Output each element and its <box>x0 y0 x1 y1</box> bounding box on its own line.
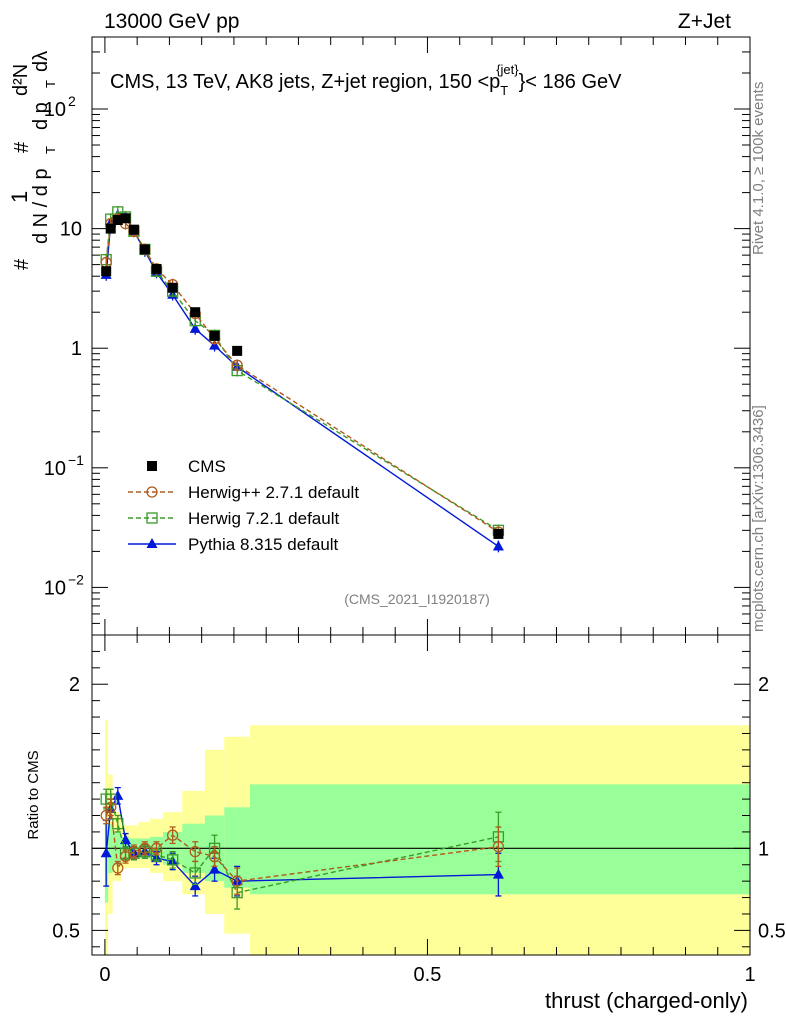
main-point <box>231 359 243 371</box>
main-point <box>189 322 201 333</box>
ratio-y-tick-label-right: 2 <box>758 674 769 696</box>
x-axis-label: thrust (charged-only) <box>545 988 748 1013</box>
mcplots-credit-label: mcplots.cern.ch [arXiv:1306.3436] <box>750 405 767 632</box>
ratio-y-tick-label-right: 0.5 <box>758 920 786 942</box>
main-point <box>139 244 150 255</box>
ratio-point <box>492 868 504 879</box>
ratio-x-tick-label: 0 <box>99 964 110 986</box>
ratio-y-axis-label: Ratio to CMS <box>25 750 42 839</box>
main-y-tick-label: 10 <box>60 219 82 241</box>
ratio-y-tick-label: 1 <box>69 838 80 860</box>
ylabel-hash-1: # <box>11 258 33 270</box>
main-point <box>128 224 139 235</box>
ratio-point <box>119 850 132 863</box>
main-y-tick-label: 10 <box>44 577 66 599</box>
ratio-y-tick-label: 0.5 <box>52 920 80 942</box>
ratio-point <box>209 863 221 874</box>
main-y-tick-exponent: 2 <box>68 93 76 109</box>
main-series-0 <box>101 213 504 539</box>
ratio-point <box>166 829 179 841</box>
rivet-version-label: Rivet 4.1.0, ≥ 100k events <box>750 82 767 255</box>
legend-label: Herwig 7.2.1 default <box>188 509 339 528</box>
ylabel-dn-dpt: d N / d p <box>30 168 52 244</box>
main-point <box>232 345 243 356</box>
ratio-series-line <box>105 805 499 882</box>
ratio-point <box>139 842 151 854</box>
main-point <box>493 528 504 539</box>
ratio-x-tick-label: 1 <box>744 964 755 986</box>
ratio-frame <box>91 634 751 956</box>
legend-marker <box>146 538 158 548</box>
main-point <box>101 266 112 277</box>
ratio-y-tick-label-right: 1 <box>758 838 769 860</box>
analysis-id-watermark: (CMS_2021_I1920187) <box>344 591 490 607</box>
legend-label: Pythia 8.315 default <box>188 535 339 554</box>
main-point <box>190 307 201 318</box>
ylabel-dpt: d p <box>30 102 52 130</box>
ylabel-one: 1 <box>7 191 32 203</box>
main-point <box>492 540 504 551</box>
ratio-series-line <box>106 798 499 894</box>
title-pt-subscript: T <box>500 83 508 98</box>
ratio-point <box>492 841 505 853</box>
main-point <box>209 339 221 350</box>
main-y-tick-label: 10 <box>44 458 66 480</box>
ratio-point <box>189 867 201 879</box>
main-y-tick-label: 10 <box>44 99 66 121</box>
title-prefix: CMS, 13 TeV, AK8 jets, Z+jet region, 150… <box>110 71 500 93</box>
legend-marker <box>146 486 158 498</box>
ylabel-pt-sub-1: T <box>43 146 58 154</box>
ratio-point <box>150 842 163 854</box>
ratio-point <box>100 847 112 858</box>
ratio-point <box>112 789 124 800</box>
ylabel-pt-sub-2: T <box>43 80 58 88</box>
ylabel-dlambda: dλ <box>30 51 52 72</box>
ratio-point <box>208 850 221 863</box>
ratio-point <box>166 854 179 866</box>
main-point <box>151 263 162 274</box>
legend-label: CMS <box>188 457 226 476</box>
main-y-tick-label: 1 <box>71 338 82 360</box>
ratio-point <box>128 845 140 858</box>
main-point <box>105 223 116 234</box>
main-point <box>120 213 131 224</box>
title-jet-superscript: {jet} <box>496 62 519 77</box>
main-y-axis-label: # 1 d N / d p T # d²N d p T dλ <box>7 51 58 270</box>
ylabel-hash-2: # <box>11 141 33 153</box>
main-y-tick-exponent: −2 <box>68 571 84 587</box>
header-energy-label: 13000 GeV pp <box>104 10 239 33</box>
main-y-tick-exponent: −1 <box>68 452 84 468</box>
main-point <box>167 282 178 293</box>
title-suffix: }< 186 GeV <box>519 71 623 93</box>
ratio-point <box>105 801 117 813</box>
ylabel-d2n: d²N <box>10 64 32 96</box>
ratio-point <box>189 845 201 858</box>
chart-title: CMS, 13 TeV, AK8 jets, Z+jet region, 150… <box>110 62 622 98</box>
ratio-y-tick-label: 2 <box>69 674 80 696</box>
legend-marker <box>146 512 158 524</box>
ratio-point <box>112 862 124 874</box>
legend-label: Herwig++ 2.7.1 default <box>188 483 359 502</box>
legend: CMS Herwig++ 2.7.1 default Herwig 7.2.1 de… <box>128 457 359 554</box>
header-process-label: Z+Jet <box>678 10 731 33</box>
ratio-x-tick-label: 0.5 <box>414 964 442 986</box>
main-series-line <box>105 218 499 533</box>
ratio-point <box>231 875 243 887</box>
main-point <box>209 330 220 341</box>
legend-marker <box>147 461 157 471</box>
ratio-series-0 <box>100 798 505 895</box>
main-point <box>112 215 123 226</box>
